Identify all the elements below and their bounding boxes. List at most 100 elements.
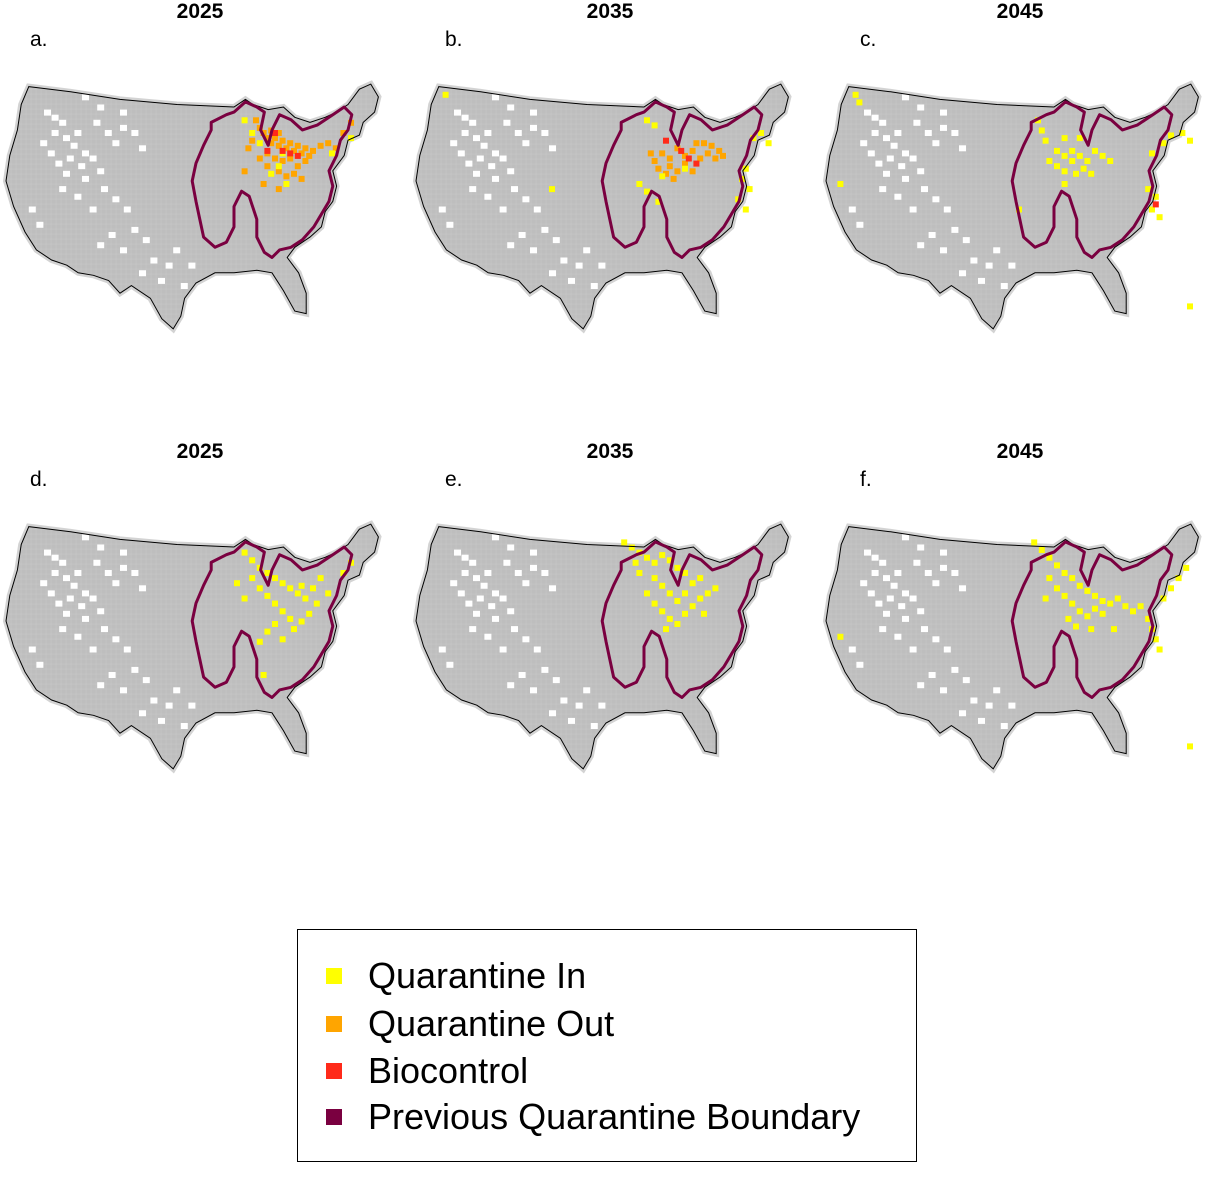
unsuitable-cell: [959, 710, 966, 717]
panel-letter-label: c.: [860, 28, 877, 51]
unsuitable-cell: [898, 163, 906, 170]
quarantine-in-cell: [279, 608, 286, 615]
quarantine-in-cell: [674, 564, 681, 571]
unsuitable-cell: [864, 549, 871, 556]
unsuitable-cell: [993, 687, 1001, 694]
quarantine-in-cell: [712, 585, 719, 592]
unsuitable-cell: [507, 242, 515, 249]
unsuitable-cell: [560, 257, 568, 264]
unsuitable-cell: [583, 247, 591, 254]
unsuitable-cell: [530, 247, 537, 254]
unsuitable-cell: [150, 697, 158, 704]
unsuitable-cell: [465, 600, 473, 607]
unsuitable-cell: [173, 247, 181, 254]
us-outline: [415, 523, 789, 770]
quarantine-in-cell: [1054, 163, 1060, 170]
unsuitable-cell: [36, 221, 44, 228]
unsuitable-cell: [530, 564, 537, 571]
quarantine-out-cell: [245, 145, 252, 152]
quarantine-in-cell: [272, 600, 278, 607]
unsuitable-cell: [63, 170, 70, 177]
panel-year-title: 2045: [996, 440, 1044, 463]
quarantine-in-cell: [317, 575, 324, 582]
unsuitable-cell: [902, 534, 909, 541]
map-panel-b: 2035 b.: [410, 0, 810, 340]
legend-label-quarantine-in: Quarantine In: [368, 955, 587, 996]
unsuitable-cell: [902, 615, 909, 622]
unsuitable-cell: [917, 242, 925, 249]
quarantine-in-cell: [1054, 585, 1060, 592]
quarantine-in-cell: [1149, 150, 1155, 157]
unsuitable-cell: [894, 633, 902, 640]
unsuitable-cell: [541, 666, 549, 673]
unsuitable-cell: [507, 544, 515, 551]
unsuitable-cell: [465, 160, 473, 167]
quarantine-in-cell: [1038, 127, 1045, 134]
quarantine-out-cell: [682, 152, 688, 159]
us-outline: [825, 523, 1199, 770]
unsuitable-cell: [909, 595, 917, 602]
quarantine-in-cell: [1061, 135, 1068, 142]
quarantine-in-cell: [659, 608, 666, 615]
quarantine-in-cell: [1088, 170, 1095, 177]
unsuitable-cell: [74, 130, 82, 136]
unsuitable-cell: [74, 633, 82, 640]
unsuitable-cell: [89, 646, 97, 653]
quarantine-in-cell: [279, 580, 286, 587]
unsuitable-cell: [860, 580, 868, 587]
quarantine-in-cell: [1069, 575, 1076, 582]
panel-year-title: 2035: [586, 440, 634, 463]
unsuitable-cell: [142, 677, 150, 684]
quarantine-in-cell: [1111, 626, 1117, 633]
unsuitable-cell: [932, 580, 940, 587]
unsuitable-cell: [112, 636, 120, 643]
unsuitable-cell: [461, 554, 469, 561]
unsuitable-cell: [484, 570, 492, 576]
unsuitable-cell: [894, 570, 902, 576]
quarantine-out-cell: [275, 142, 282, 149]
unsuitable-cell: [959, 145, 966, 152]
quarantine-in-cell: [682, 610, 688, 617]
map-panel-e: 2035 e.: [410, 440, 810, 780]
quarantine-in-cell: [644, 590, 650, 597]
quarantine-in-cell: [241, 595, 248, 602]
unsuitable-cell: [932, 196, 940, 203]
quarantine-in-cell: [287, 615, 294, 622]
quarantine-out-cell: [655, 165, 662, 172]
quarantine-in-cell: [1069, 600, 1076, 607]
quarantine-in-cell: [674, 598, 681, 604]
unsuitable-cell: [909, 646, 917, 653]
quarantine-in-cell: [1073, 623, 1079, 630]
unsuitable-cell: [484, 193, 492, 200]
unsuitable-cell: [993, 247, 1001, 254]
panel-letter-label: d.: [30, 468, 48, 491]
unsuitable-cell: [909, 206, 917, 213]
panel-year-title: 2045: [996, 0, 1044, 23]
quarantine-in-cell: [298, 582, 305, 589]
quarantine-in-cell: [636, 181, 643, 187]
unsuitable-cell: [921, 626, 928, 633]
quarantine-in-cell: [682, 570, 688, 576]
quarantine-in-cell: [644, 117, 650, 124]
unsuitable-cell: [180, 723, 188, 729]
unsuitable-cell: [503, 559, 511, 566]
unsuitable-cell: [883, 135, 890, 142]
quarantine-in-cell: [1054, 562, 1060, 569]
unsuitable-cell: [503, 119, 511, 126]
unsuitable-cell: [499, 155, 507, 162]
unsuitable-cell: [97, 682, 105, 689]
quarantine-in-cell: [302, 595, 309, 602]
unsuitable-cell: [522, 140, 530, 147]
unsuitable-cell: [530, 109, 537, 116]
unsuitable-cell: [928, 232, 936, 238]
quarantine-in-cell: [1122, 603, 1129, 610]
unsuitable-cell: [568, 717, 575, 724]
quarantine-in-cell: [1149, 206, 1155, 213]
biocontrol-cell: [663, 137, 669, 144]
legend-item-quarantine-out: Quarantine Out: [326, 1003, 614, 1044]
unsuitable-cell: [484, 130, 492, 136]
panel-year-title: 2035: [586, 0, 634, 23]
quarantine-out-cell: [666, 163, 673, 170]
unsuitable-cell: [575, 262, 583, 269]
unsuitable-cell: [507, 104, 515, 111]
